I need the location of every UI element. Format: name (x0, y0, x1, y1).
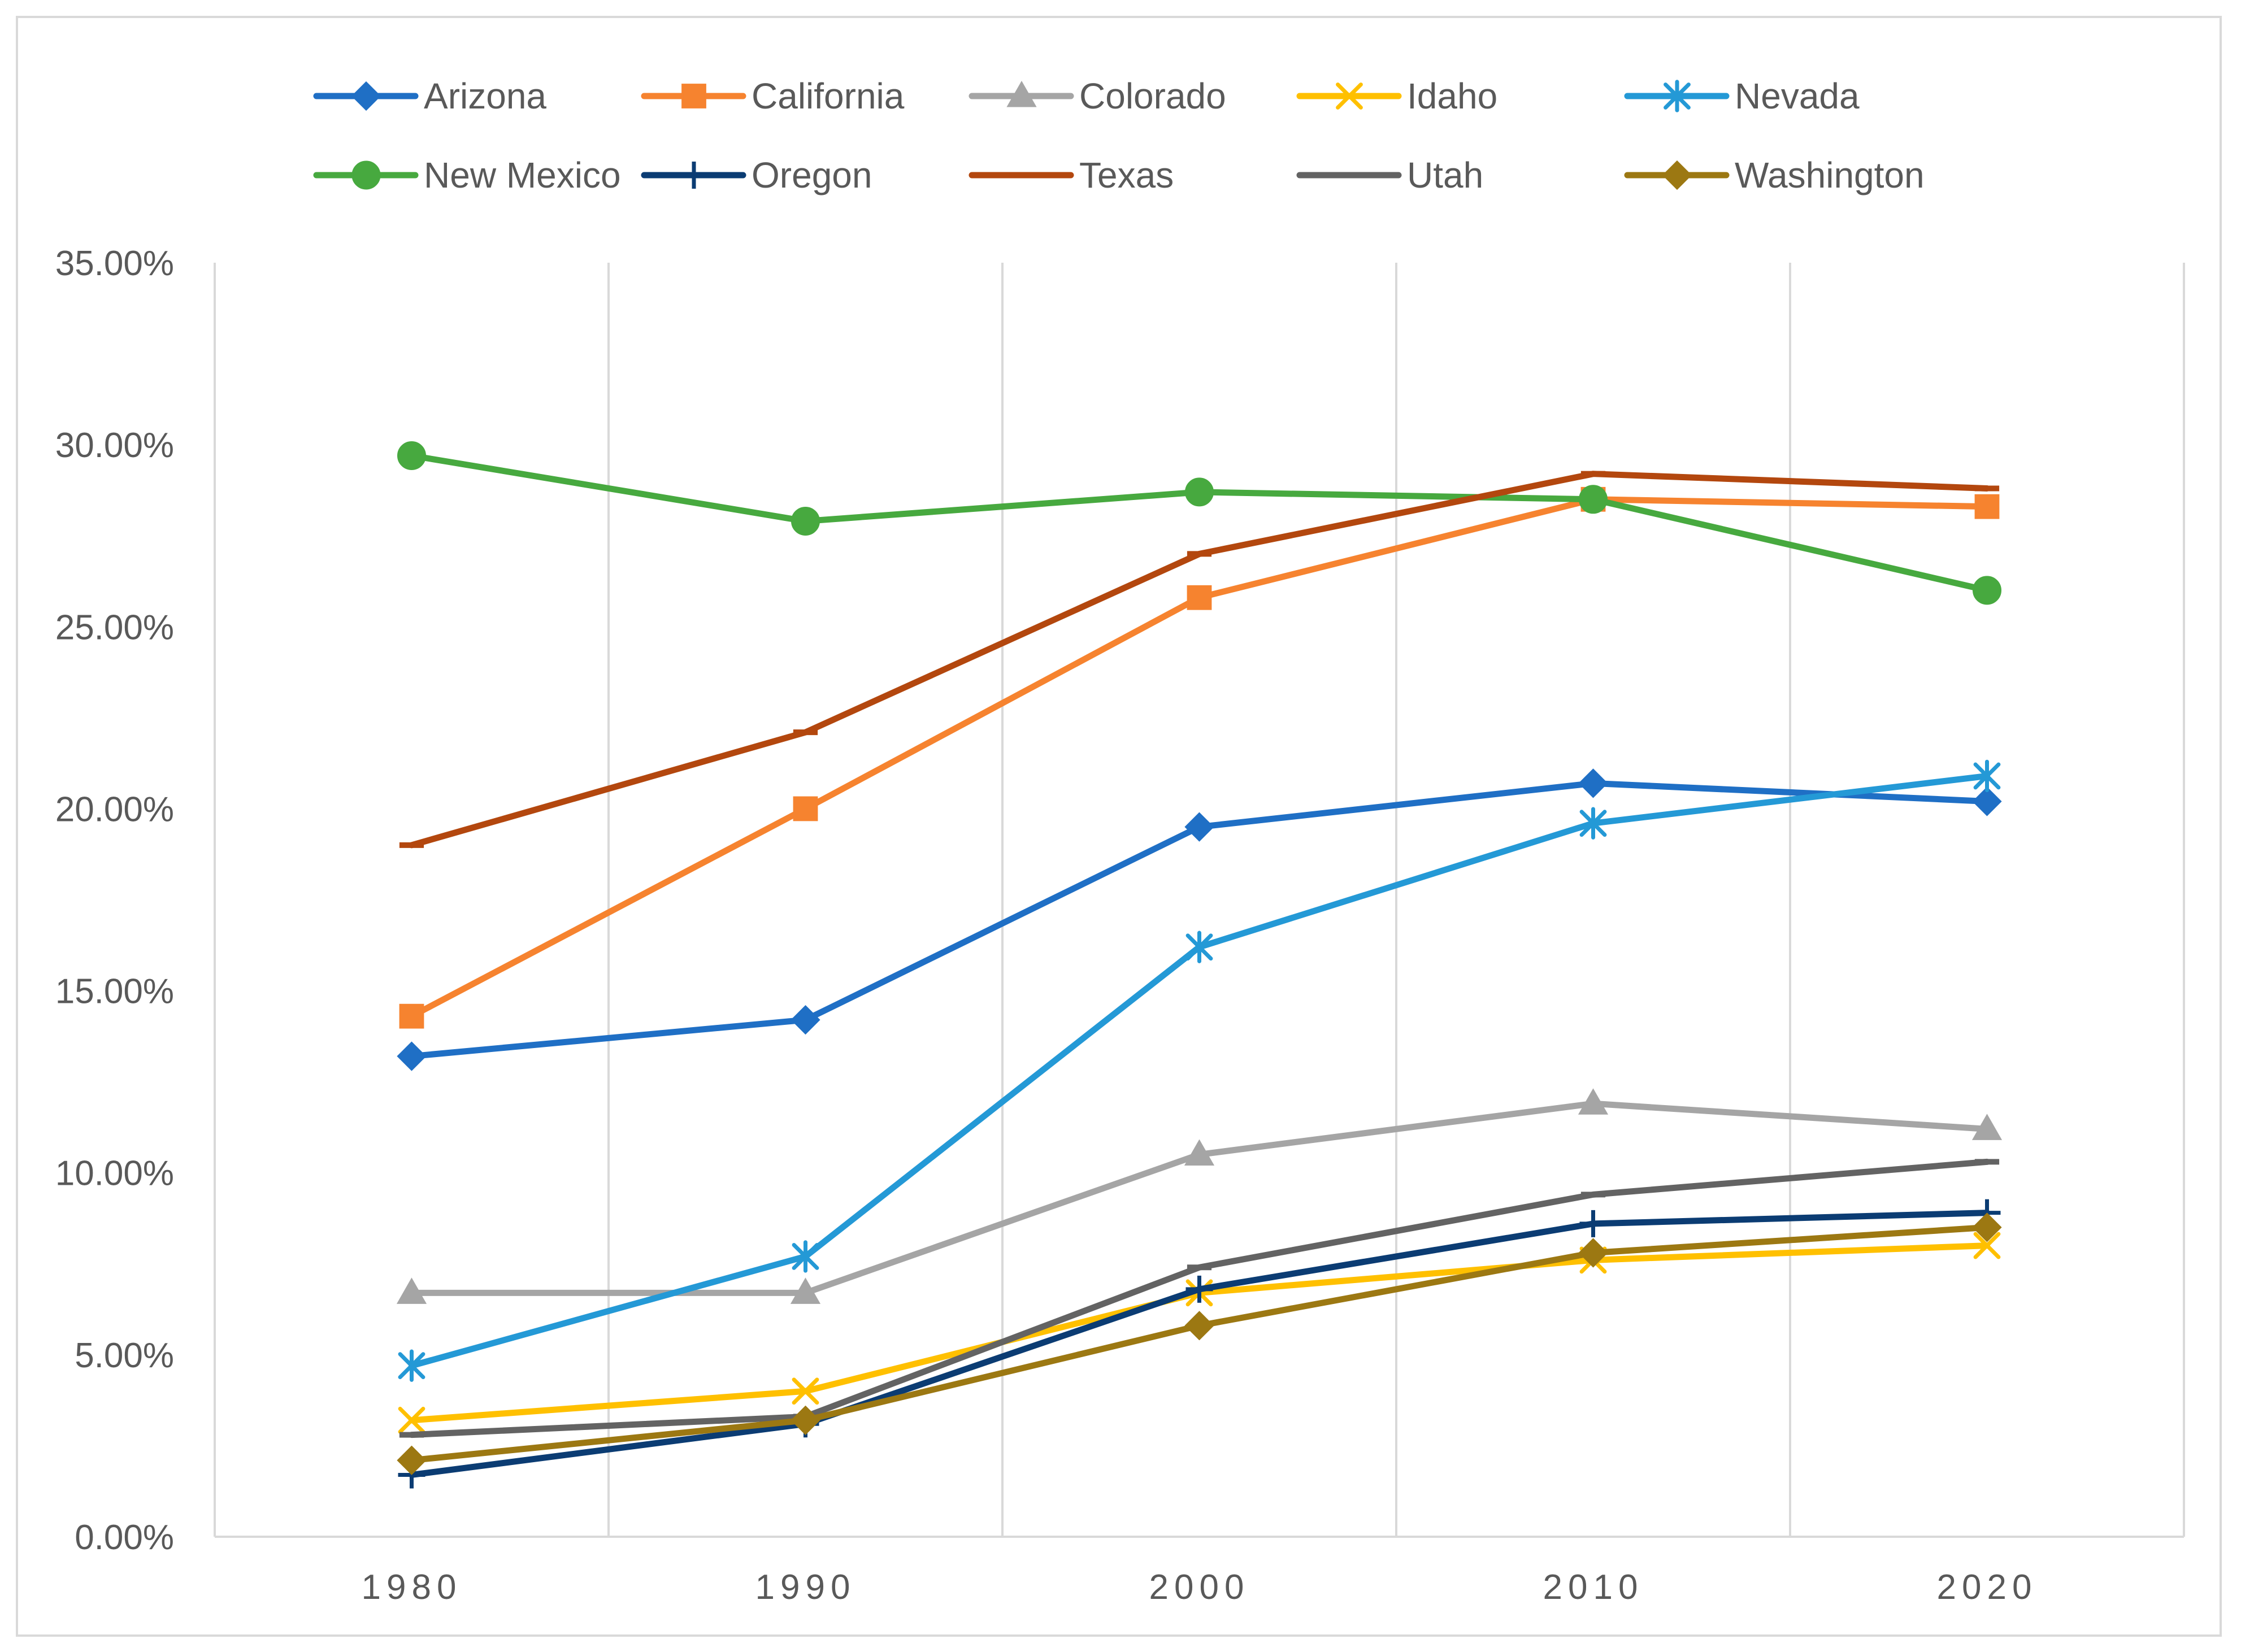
data-point-washington (1184, 1311, 1214, 1341)
legend-label: Nevada (1735, 76, 1860, 116)
data-point-california (399, 1003, 424, 1029)
series-texas (399, 471, 2000, 849)
x-tick-label: 2020 (1937, 1568, 2038, 1607)
data-point-washington (1972, 1212, 2002, 1242)
legend-item-new-mexico: New Mexico (313, 155, 621, 195)
legend-marker (351, 160, 381, 190)
legend-label: New Mexico (424, 155, 621, 195)
data-point-nevada (1579, 807, 1607, 840)
data-point-new-mexico (1973, 576, 2001, 605)
y-tick-label: 10.00% (55, 1154, 174, 1193)
y-tick-label: 0.00% (75, 1518, 174, 1557)
x-tick-label: 1980 (362, 1568, 462, 1607)
axes: 0.00% 5.00% 10.00% 15.00% 20.00% 25.00% 30.00%… (55, 244, 2184, 1607)
data-point-new-mexico (1185, 477, 1214, 507)
series-group (396, 441, 2003, 1489)
series-new-mexico (397, 441, 2001, 605)
x-tick-label: 1990 (755, 1568, 856, 1607)
data-point-oregon (1185, 1275, 1213, 1303)
series-nevada (398, 759, 2001, 1382)
data-point-new-mexico (1579, 485, 1608, 514)
legend-label: Utah (1407, 155, 1483, 195)
y-tick-label: 20.00% (55, 790, 174, 829)
data-point-arizona (1184, 812, 1214, 842)
legend-item-texas: Texas (969, 155, 1174, 195)
legend-item-colorado: Colorado (969, 76, 1226, 116)
legend-label: Arizona (424, 76, 546, 116)
data-point-california (1187, 585, 1212, 610)
legend-item-nevada: Nevada (1624, 76, 1860, 116)
legend-label: Oregon (752, 155, 872, 195)
data-point-washington (1578, 1238, 1608, 1268)
data-point-colorado (790, 1277, 821, 1304)
legend-label: Idaho (1407, 76, 1497, 116)
x-tick-label: 2010 (1543, 1568, 1644, 1607)
data-point-new-mexico (397, 441, 426, 470)
data-point-california (793, 796, 818, 821)
data-point-idaho (792, 1377, 819, 1405)
data-point-colorado (1971, 1114, 2003, 1140)
data-point-new-mexico (791, 506, 820, 536)
legend-label: California (752, 76, 905, 116)
data-point-colorado (1184, 1139, 1215, 1166)
legend-item-utah: Utah (1296, 155, 1483, 195)
data-point-arizona (1578, 768, 1608, 798)
data-point-arizona (397, 1041, 427, 1071)
legend-marker (681, 84, 706, 108)
y-tick-label: 30.00% (55, 426, 174, 465)
y-tick-label: 5.00% (75, 1336, 174, 1375)
legend-label: Washington (1735, 155, 1925, 195)
legend-marker (1336, 82, 1363, 110)
y-tick-label: 25.00% (55, 608, 174, 647)
grid (607, 263, 2185, 1537)
legend: Arizona California Colorado Idaho Nevada New … (313, 76, 1925, 195)
data-point-colorado (396, 1277, 427, 1304)
series-washington (397, 1212, 2002, 1475)
data-point-nevada (1973, 759, 2001, 793)
series-arizona (397, 768, 2002, 1071)
data-point-colorado (1578, 1088, 1609, 1115)
legend-label: Colorado (1079, 76, 1226, 116)
x-tick-label: 2000 (1149, 1568, 1250, 1607)
data-point-arizona (1972, 786, 2002, 816)
data-point-idaho (1973, 1232, 2001, 1259)
data-point-nevada (398, 1349, 425, 1382)
legend-marker (1662, 160, 1692, 190)
legend-item-california: California (641, 76, 905, 116)
legend-marker (1006, 80, 1037, 107)
data-point-nevada (792, 1240, 819, 1273)
legend-item-idaho: Idaho (1296, 76, 1497, 116)
legend-marker (680, 162, 707, 189)
chart-border (16, 16, 2222, 1637)
data-point-arizona (791, 1005, 820, 1035)
data-point-oregon (1579, 1210, 1607, 1237)
data-point-idaho (398, 1406, 425, 1434)
legend-item-arizona: Arizona (313, 76, 546, 116)
legend-item-oregon: Oregon (641, 155, 872, 195)
y-tick-label: 15.00% (55, 972, 174, 1011)
data-point-nevada (1185, 931, 1213, 963)
data-point-washington (397, 1445, 427, 1475)
legend-item-washington: Washington (1624, 155, 1925, 195)
legend-marker (1664, 80, 1691, 112)
legend-label: Texas (1079, 155, 1174, 195)
data-point-washington (791, 1405, 820, 1435)
legend-marker (351, 81, 381, 111)
y-tick-label: 35.00% (55, 244, 174, 283)
data-point-california (1974, 494, 2000, 519)
